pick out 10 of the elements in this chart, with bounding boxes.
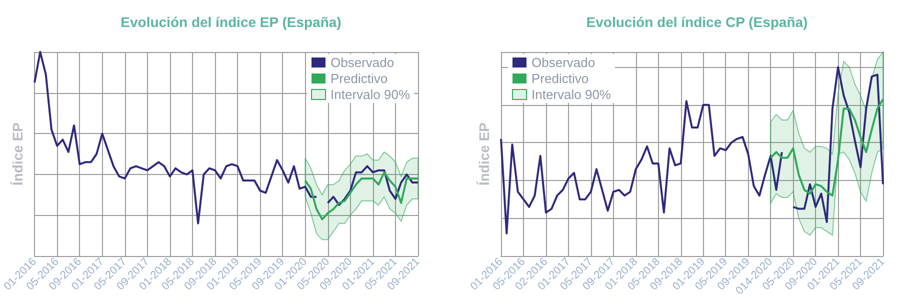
legend-label: Predictivo: [330, 71, 388, 86]
legend-label: Observado: [330, 55, 394, 70]
legend-label: Predictivo: [532, 71, 589, 86]
y-axis-title: Índice EP: [10, 122, 26, 186]
annotation: Intervalo 90%: [532, 87, 612, 102]
chart-title: Evolución del índice EP (España): [120, 14, 342, 30]
y-axis-title: Índice EP: [476, 122, 492, 186]
chart-title: Evolución del índice CP (España): [586, 14, 808, 30]
annotation: Intervalo 90%: [330, 87, 410, 102]
legend-label: Observado: [532, 55, 596, 70]
